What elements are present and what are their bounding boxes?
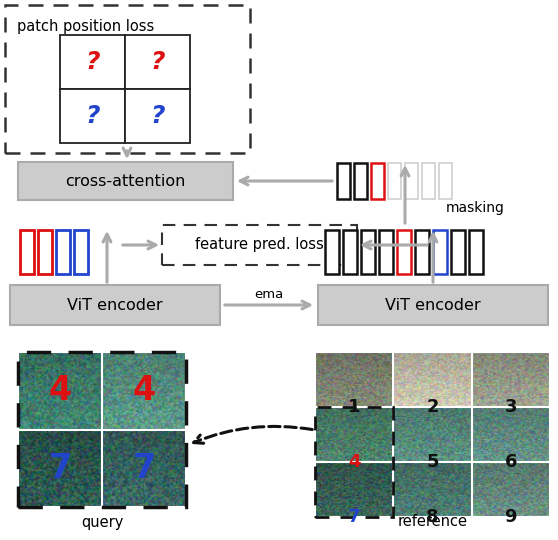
Text: 7: 7: [49, 452, 71, 485]
Bar: [325, 230, 339, 274]
Text: ViT encoder: ViT encoder: [67, 298, 163, 313]
Bar: [60, 35, 125, 89]
Bar: [315, 407, 393, 517]
Bar: [415, 230, 429, 274]
Bar: [379, 230, 393, 274]
Bar: [56, 230, 70, 274]
Text: ?: ?: [85, 104, 100, 128]
Bar: [18, 352, 186, 507]
Text: ?: ?: [150, 50, 165, 74]
Bar: [405, 163, 418, 199]
Text: ViT encoder: ViT encoder: [385, 298, 481, 313]
Text: patch position loss: patch position loss: [17, 19, 154, 35]
Text: 1: 1: [348, 398, 360, 416]
Bar: [433, 230, 447, 274]
Bar: [361, 230, 375, 274]
Text: 8: 8: [426, 508, 439, 526]
Text: feature pred. loss: feature pred. loss: [195, 238, 324, 253]
Text: 9: 9: [504, 508, 517, 526]
Bar: [354, 163, 367, 199]
Bar: [397, 230, 411, 274]
Text: ema: ema: [254, 288, 283, 301]
Bar: [451, 230, 465, 274]
Bar: [337, 163, 350, 199]
Bar: [20, 230, 34, 274]
Text: 4: 4: [132, 374, 156, 407]
Text: ?: ?: [85, 50, 100, 74]
Bar: [388, 163, 401, 199]
Bar: [343, 230, 357, 274]
Text: ?: ?: [150, 104, 165, 128]
Text: 5: 5: [426, 453, 439, 471]
Text: 7: 7: [348, 508, 360, 526]
Bar: [74, 230, 88, 274]
Bar: [125, 89, 190, 143]
Bar: [5, 5, 250, 153]
Bar: [318, 285, 548, 325]
Bar: [10, 285, 220, 325]
Bar: [38, 230, 52, 274]
Text: 6: 6: [504, 453, 517, 471]
Text: 4: 4: [348, 453, 360, 471]
Bar: [422, 163, 435, 199]
Text: reference: reference: [397, 515, 468, 530]
Bar: [371, 163, 384, 199]
Text: query: query: [81, 515, 123, 530]
Bar: [60, 89, 125, 143]
Text: cross-attention: cross-attention: [65, 173, 186, 188]
Text: 2: 2: [426, 398, 439, 416]
Bar: [162, 225, 357, 265]
Text: 3: 3: [504, 398, 517, 416]
Text: 7: 7: [132, 452, 156, 485]
Bar: [18, 162, 233, 200]
Bar: [125, 35, 190, 89]
Bar: [469, 230, 483, 274]
Bar: [439, 163, 452, 199]
Text: 4: 4: [49, 374, 71, 407]
Text: masking: masking: [445, 201, 504, 215]
